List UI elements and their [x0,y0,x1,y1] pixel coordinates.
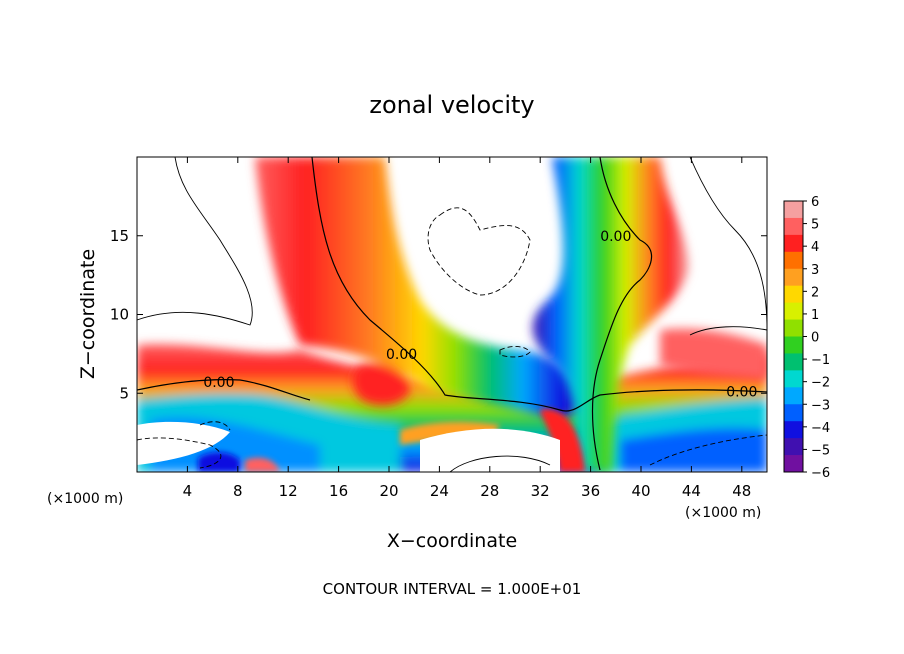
colorbar-swatch [784,217,803,236]
colorbar-swatch [784,387,803,405]
colorbar-tick-label: −5 [811,443,830,458]
x-tick-label: 8 [233,482,243,500]
colorbar-swatch [784,336,803,354]
colorbar-labels: 6 5 4 3 2 1 0 −1 −2 −3 −4 −5 −6 [803,195,830,481]
x-unit-left: (×1000 m) [47,491,123,507]
colorbar-swatch [784,285,803,304]
colorbar-tick-label: 5 [811,218,819,233]
colorbar-swatch [784,234,803,253]
colorbar-tick-label: −4 [811,421,830,436]
colorbar-tick-label: −6 [811,466,830,481]
y-axis-label: Z−coordinate [77,249,99,379]
colorbar-swatch [784,268,803,287]
colorbar-tick-label: 3 [811,263,819,278]
colorbar-tick-label: −3 [811,398,830,413]
contour-labels: 0.00 0.00 0.00 0.00 [203,229,757,401]
x-tick-label: 44 [682,482,701,500]
colorbar-swatch [784,201,803,219]
x-tick-label: 4 [183,482,193,500]
x-tick-label: 36 [581,482,600,500]
colorbar-swatch [784,251,803,270]
colorbar-swatch [784,404,803,422]
x-tick-label: 24 [430,482,449,500]
contour-label: 0.00 [386,347,417,363]
chart-title: zonal velocity [369,91,534,119]
x-axis-ticks: 4 8 12 16 20 24 28 32 36 40 44 48 [183,157,751,500]
contour-label: 0.00 [600,229,631,245]
x-axis-label: X−coordinate [387,530,517,552]
x-tick-label: 40 [631,482,650,500]
colorbar-swatch [784,319,803,337]
x-tick-label: 20 [379,482,398,500]
x-tick-label: 16 [329,482,348,500]
contour-label: 0.00 [726,385,757,401]
y-tick-label: 5 [119,384,129,402]
contour-label: 0.00 [203,375,234,391]
colorbar-tick-label: 4 [811,240,819,255]
colorbar-tick-label: 2 [811,285,819,300]
colorbar-swatch [784,370,803,388]
colorbar-swatch [784,421,803,439]
colorbar-swatch [784,455,803,473]
colorbar-tick-label: 6 [811,195,819,210]
colorbar-tick-label: −2 [811,376,830,391]
x-tick-label: 48 [732,482,751,500]
colorbar-tick-label: −1 [811,353,830,368]
y-tick-label: 10 [110,306,129,324]
colorbar-swatch [784,353,803,371]
x-unit-right: (×1000 m) [685,505,761,521]
colorbar-tick-label: 0 [811,331,819,346]
contour-interval-note: CONTOUR INTERVAL = 1.000E+01 [323,580,582,598]
y-tick-label: 15 [110,227,129,245]
colorbar [784,201,803,473]
velocity-field [137,157,767,472]
colorbar-tick-label: 1 [811,308,819,323]
x-tick-label: 12 [279,482,298,500]
x-tick-label: 28 [480,482,499,500]
x-tick-label: 32 [531,482,550,500]
colorbar-swatch [784,438,803,456]
y-axis-ticks: 5 10 15 [110,227,767,402]
colorbar-swatch [784,302,803,321]
